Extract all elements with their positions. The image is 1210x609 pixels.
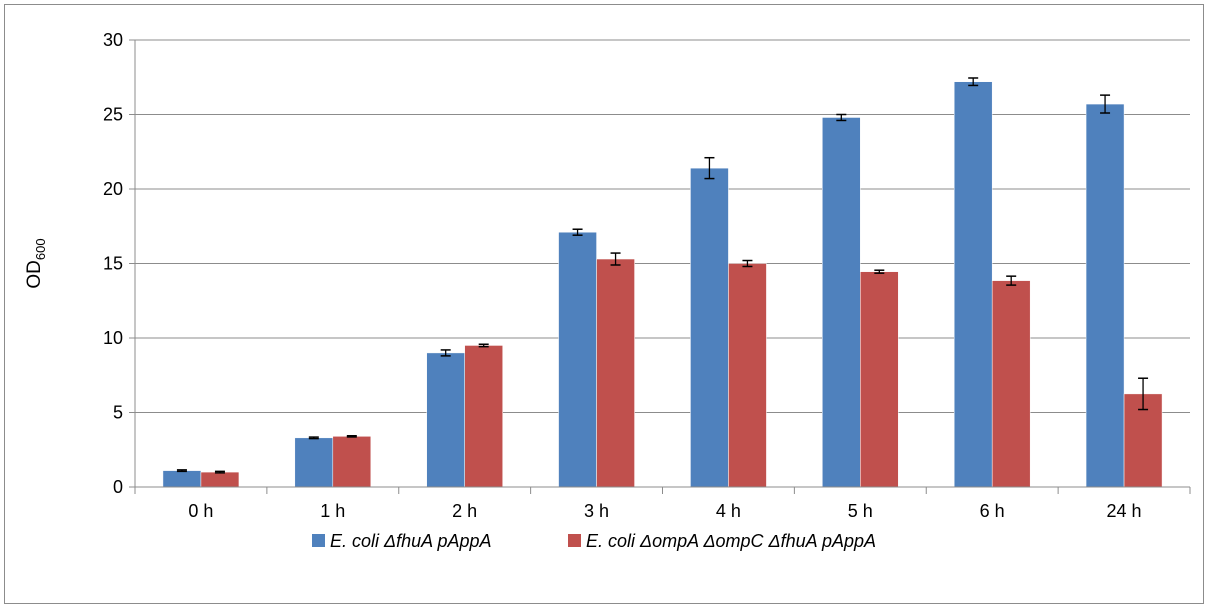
x-tick-label: 5 h	[848, 501, 873, 521]
bar-series-1	[690, 167, 729, 488]
x-tick-label: 3 h	[584, 501, 609, 521]
bar-series-1	[294, 437, 334, 488]
gridlines	[135, 39, 1190, 413]
x-tick-label: 2 h	[452, 501, 477, 521]
y-tick-label: 20	[103, 179, 123, 199]
y-tick-label: 0	[113, 477, 123, 497]
x-tick-label: 1 h	[320, 501, 345, 521]
y-tick-label: 10	[103, 328, 123, 348]
y-axis-label-subscript: 600	[33, 238, 48, 260]
bar-series-1	[1085, 103, 1125, 488]
bar-series-2	[728, 263, 767, 488]
y-tick-label: 30	[103, 30, 123, 50]
tick-labels: 0 5 10 15 20 25 30 0 h 1 h 2 h 3 h 4 h 5 h 6 h 24 h	[103, 30, 1142, 521]
bar-series-2	[991, 280, 1031, 488]
x-tick-label: 0 h	[188, 501, 213, 521]
bar-series-1	[822, 117, 861, 488]
bar-series-2	[332, 436, 372, 488]
bar-series-2	[860, 271, 899, 488]
legend: E. coli ΔfhuA pAppA E. coli ΔompA ΔompC Δ…	[312, 531, 876, 551]
x-tick-label: 4 h	[716, 501, 741, 521]
bar-series-2	[200, 471, 240, 488]
legend-label: E. coli ΔfhuA pAppA	[330, 531, 492, 551]
bars	[162, 77, 1163, 488]
x-tick-label: 6 h	[980, 501, 1005, 521]
y-axis-label: OD600	[24, 238, 48, 288]
bar-series-1	[426, 352, 465, 488]
legend-label: E. coli ΔompA ΔompC ΔfhuA pAppA	[586, 531, 876, 551]
legend-swatch	[568, 534, 581, 547]
y-axis-label-main: OD	[24, 260, 45, 289]
y-tick-label: 5	[113, 403, 123, 423]
bar-series-2	[596, 258, 635, 488]
bar-series-2	[464, 345, 503, 488]
y-tick-label: 15	[103, 254, 123, 274]
x-tick-label: 24 h	[1107, 501, 1142, 521]
legend-swatch	[312, 534, 325, 547]
bar-series-1	[162, 470, 202, 488]
bar-series-1	[558, 231, 597, 488]
axes	[129, 39, 1191, 494]
y-tick-label: 25	[103, 105, 123, 125]
bar-series-1	[953, 81, 993, 488]
